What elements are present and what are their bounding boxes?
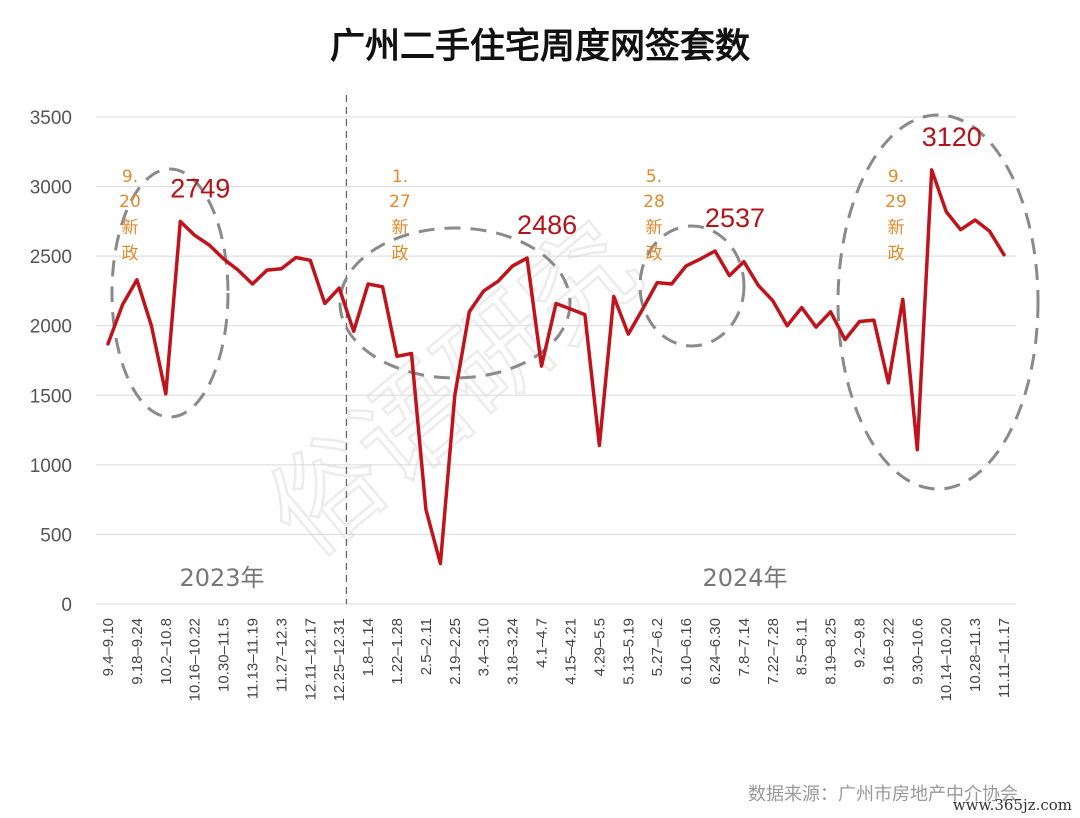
x-tick-label: 7.22–7.28 [765, 618, 782, 685]
peak-value-label: 3120 [922, 122, 982, 152]
x-tick-label: 9.18–9.24 [129, 618, 146, 685]
y-tick-label: 1000 [30, 456, 72, 477]
policy-annotation-line: 28 [643, 192, 665, 212]
policy-annotation-3: 5. 28 新 政 [643, 167, 665, 264]
site-watermark: www.365jz.com [953, 796, 1072, 814]
x-tick-label: 11.13–11.19 [245, 618, 262, 699]
year-label-2023: 2023年 [179, 564, 264, 592]
x-tick-label: 9.2–9.8 [851, 618, 868, 668]
series-line [106, 168, 1006, 566]
x-tick-label: 5.13–5.19 [620, 618, 637, 685]
policy-annotation-line: 新 [122, 218, 139, 238]
policy-annotation-line: 9. [122, 167, 138, 187]
policy-annotation-line: 新 [646, 218, 663, 238]
policy-annotation-line: 1. [392, 167, 408, 187]
policy-annotation-line: 新 [888, 218, 905, 238]
x-tick-label: 9.4–9.10 [100, 618, 117, 676]
policy-annotation-2: 1. 27 新 政 [389, 167, 411, 264]
x-axis: 9.4–9.10 9.18–9.24 10.2–10.8 10.16–10.22 10.… [100, 618, 1013, 701]
x-tick-label: 6.24–6.30 [707, 618, 724, 685]
x-tick-label: 9.30–10.6 [909, 618, 926, 685]
source-note: 数据来源：广州市房地产中介协会 [748, 784, 1018, 805]
x-tick-label: 3.18–3.24 [505, 618, 522, 685]
policy-annotation-4: 9. 29 新 政 [885, 167, 907, 264]
peak-labels: 2749 2486 2537 3120 [170, 122, 982, 240]
policy-annotation-line: 新 [392, 218, 409, 238]
y-axis: 0 500 1000 1500 2000 2500 3000 3500 [30, 108, 72, 616]
x-tick-label: 8.5–8.11 [794, 618, 811, 675]
y-tick-label: 0 [61, 595, 72, 616]
x-tick-label: 12.11–12.17 [302, 618, 319, 700]
highlight-ellipse-4 [836, 113, 1040, 491]
y-tick-label: 3500 [30, 108, 72, 129]
x-tick-label: 2.19–2.25 [447, 618, 464, 685]
policy-annotation-1: 9. 20 新 政 [119, 167, 141, 264]
peak-value-label: 2537 [705, 203, 765, 233]
x-tick-label: 12.25–12.31 [331, 618, 348, 701]
x-tick-label: 7.8–7.14 [736, 618, 753, 676]
policy-annotation-line: 政 [392, 244, 409, 264]
policy-annotation-line: 29 [885, 192, 907, 212]
x-tick-label: 3.4–3.10 [476, 618, 493, 676]
highlight-ellipse-3 [638, 224, 746, 348]
x-tick-label: 10.2–10.8 [158, 618, 175, 685]
x-tick-label: 10.16–10.22 [187, 618, 204, 701]
x-tick-label: 10.14–10.20 [938, 618, 955, 701]
x-tick-label: 10.28–11.3 [967, 618, 984, 692]
x-tick-label: 8.19–8.25 [823, 618, 840, 685]
highlight-ellipse-1 [110, 167, 230, 419]
policy-annotation-line: 9. [888, 167, 904, 187]
x-tick-label: 1.22–1.28 [389, 618, 406, 685]
y-tick-label: 500 [40, 525, 72, 546]
policy-annotation-line: 20 [119, 192, 141, 212]
x-tick-label: 6.10–6.16 [678, 618, 695, 685]
policy-annotation-line: 政 [646, 244, 663, 264]
y-tick-label: 2500 [30, 247, 72, 268]
peak-value-label: 2486 [517, 210, 577, 240]
x-tick-label: 9.16–9.22 [880, 618, 897, 685]
x-tick-label: 4.15–4.21 [562, 618, 579, 685]
highlight-ellipse-2 [338, 226, 572, 380]
x-tick-label: 2.5–2.11 [418, 618, 435, 675]
x-tick-label: 11.27–12.3 [273, 618, 290, 692]
policy-annotation-line: 27 [389, 192, 411, 212]
x-tick-label: 11.11–11.17 [996, 618, 1013, 698]
policy-annotation-line: 政 [888, 244, 905, 264]
year-label-2024: 2024年 [702, 564, 787, 592]
y-tick-label: 3000 [30, 178, 72, 199]
x-tick-label: 1.8–1.14 [360, 618, 377, 676]
policy-annotation-line: 5. [646, 167, 662, 187]
x-tick-label: 4.1–4.7 [534, 618, 551, 668]
highlight-ellipses [110, 113, 1040, 491]
y-tick-label: 1500 [30, 386, 72, 407]
grid [96, 116, 1016, 605]
chart-title: 广州二手住宅周度网签套数 [330, 26, 750, 67]
x-tick-label: 4.29–5.5 [591, 618, 608, 676]
x-tick-label: 5.27–6.2 [649, 618, 666, 676]
peak-value-label: 2749 [170, 173, 230, 203]
y-tick-label: 2000 [30, 317, 72, 338]
x-tick-label: 10.30–11.5 [216, 618, 233, 692]
policy-annotation-line: 政 [122, 244, 139, 264]
